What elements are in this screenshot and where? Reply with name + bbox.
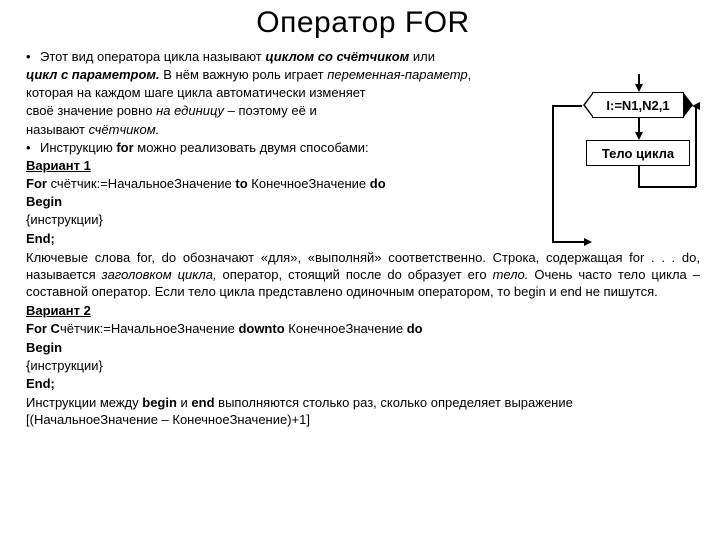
text: тело.: [493, 267, 529, 282]
text: For: [26, 176, 51, 191]
text: For С: [26, 321, 60, 336]
line: [552, 241, 586, 243]
text: оператор, стоящий после do образует его: [217, 267, 493, 282]
text: end: [191, 395, 214, 410]
text: – поэтому её и: [224, 103, 317, 118]
text: for: [116, 140, 133, 155]
text: КонечноеЗначение: [248, 176, 370, 191]
out-paragraph: Инструкции между begin и end выполняются…: [26, 394, 700, 428]
text: to: [235, 176, 247, 191]
line: [552, 105, 554, 241]
text: цикл с параметром.: [26, 67, 160, 82]
text: do: [407, 321, 423, 336]
variant-2-heading: Вариант 2: [26, 302, 700, 319]
text: do: [370, 176, 386, 191]
arrow-right-icon: [692, 102, 700, 110]
text: заголовком цикла,: [102, 267, 217, 282]
text: счётчик:=НачальноеЗначение: [51, 176, 236, 191]
text: своё значение ровно: [26, 103, 156, 118]
text: и: [177, 395, 192, 410]
text: В нём важную роль играет: [160, 67, 328, 82]
text: Вариант 1: [26, 158, 91, 173]
text: КонечноеЗначение: [285, 321, 407, 336]
for-flow-diagram: I:=N1,N2,1 Тело цикла: [542, 74, 702, 264]
hex-label: I:=N1,N2,1: [606, 98, 669, 113]
instr-2: {инструкции}: [26, 357, 700, 374]
text: переменная-параметр: [327, 67, 467, 82]
text: Вариант 2: [26, 303, 91, 318]
arrow-right-icon: [584, 238, 592, 246]
body-node: Тело цикла: [586, 140, 690, 166]
text: Инструкции между: [26, 395, 142, 410]
begin-2: Begin: [26, 339, 700, 356]
line: [638, 186, 696, 188]
text: счётчиком.: [89, 122, 160, 137]
text: чётчик:=НачальноеЗначение: [60, 321, 238, 336]
hex-node: I:=N1,N2,1: [592, 92, 684, 118]
text: Инструкцию: [40, 140, 116, 155]
arrow-down-icon: [635, 132, 643, 140]
text: можно реализовать двумя способами:: [134, 140, 369, 155]
line: [638, 166, 640, 186]
text: begin: [142, 395, 177, 410]
arrow-down-icon: [635, 84, 643, 92]
text: на единицу: [156, 103, 224, 118]
line: [552, 105, 582, 107]
end-2: End;: [26, 375, 700, 392]
for-line-2: For Счётчик:=НачальноеЗначение downto Ко…: [26, 320, 700, 337]
body-label: Тело цикла: [602, 146, 674, 161]
text: называют: [26, 122, 89, 137]
bullet-1: Этот вид оператора цикла называют циклом…: [26, 48, 700, 65]
text: или: [409, 49, 435, 64]
slide-title: Оператор FOR: [26, 6, 700, 40]
text: Этот вид оператора цикла называют: [40, 49, 265, 64]
line: [695, 105, 697, 187]
text: downto: [238, 321, 284, 336]
text: ,: [468, 67, 472, 82]
text: циклом со счётчиком: [265, 49, 409, 64]
